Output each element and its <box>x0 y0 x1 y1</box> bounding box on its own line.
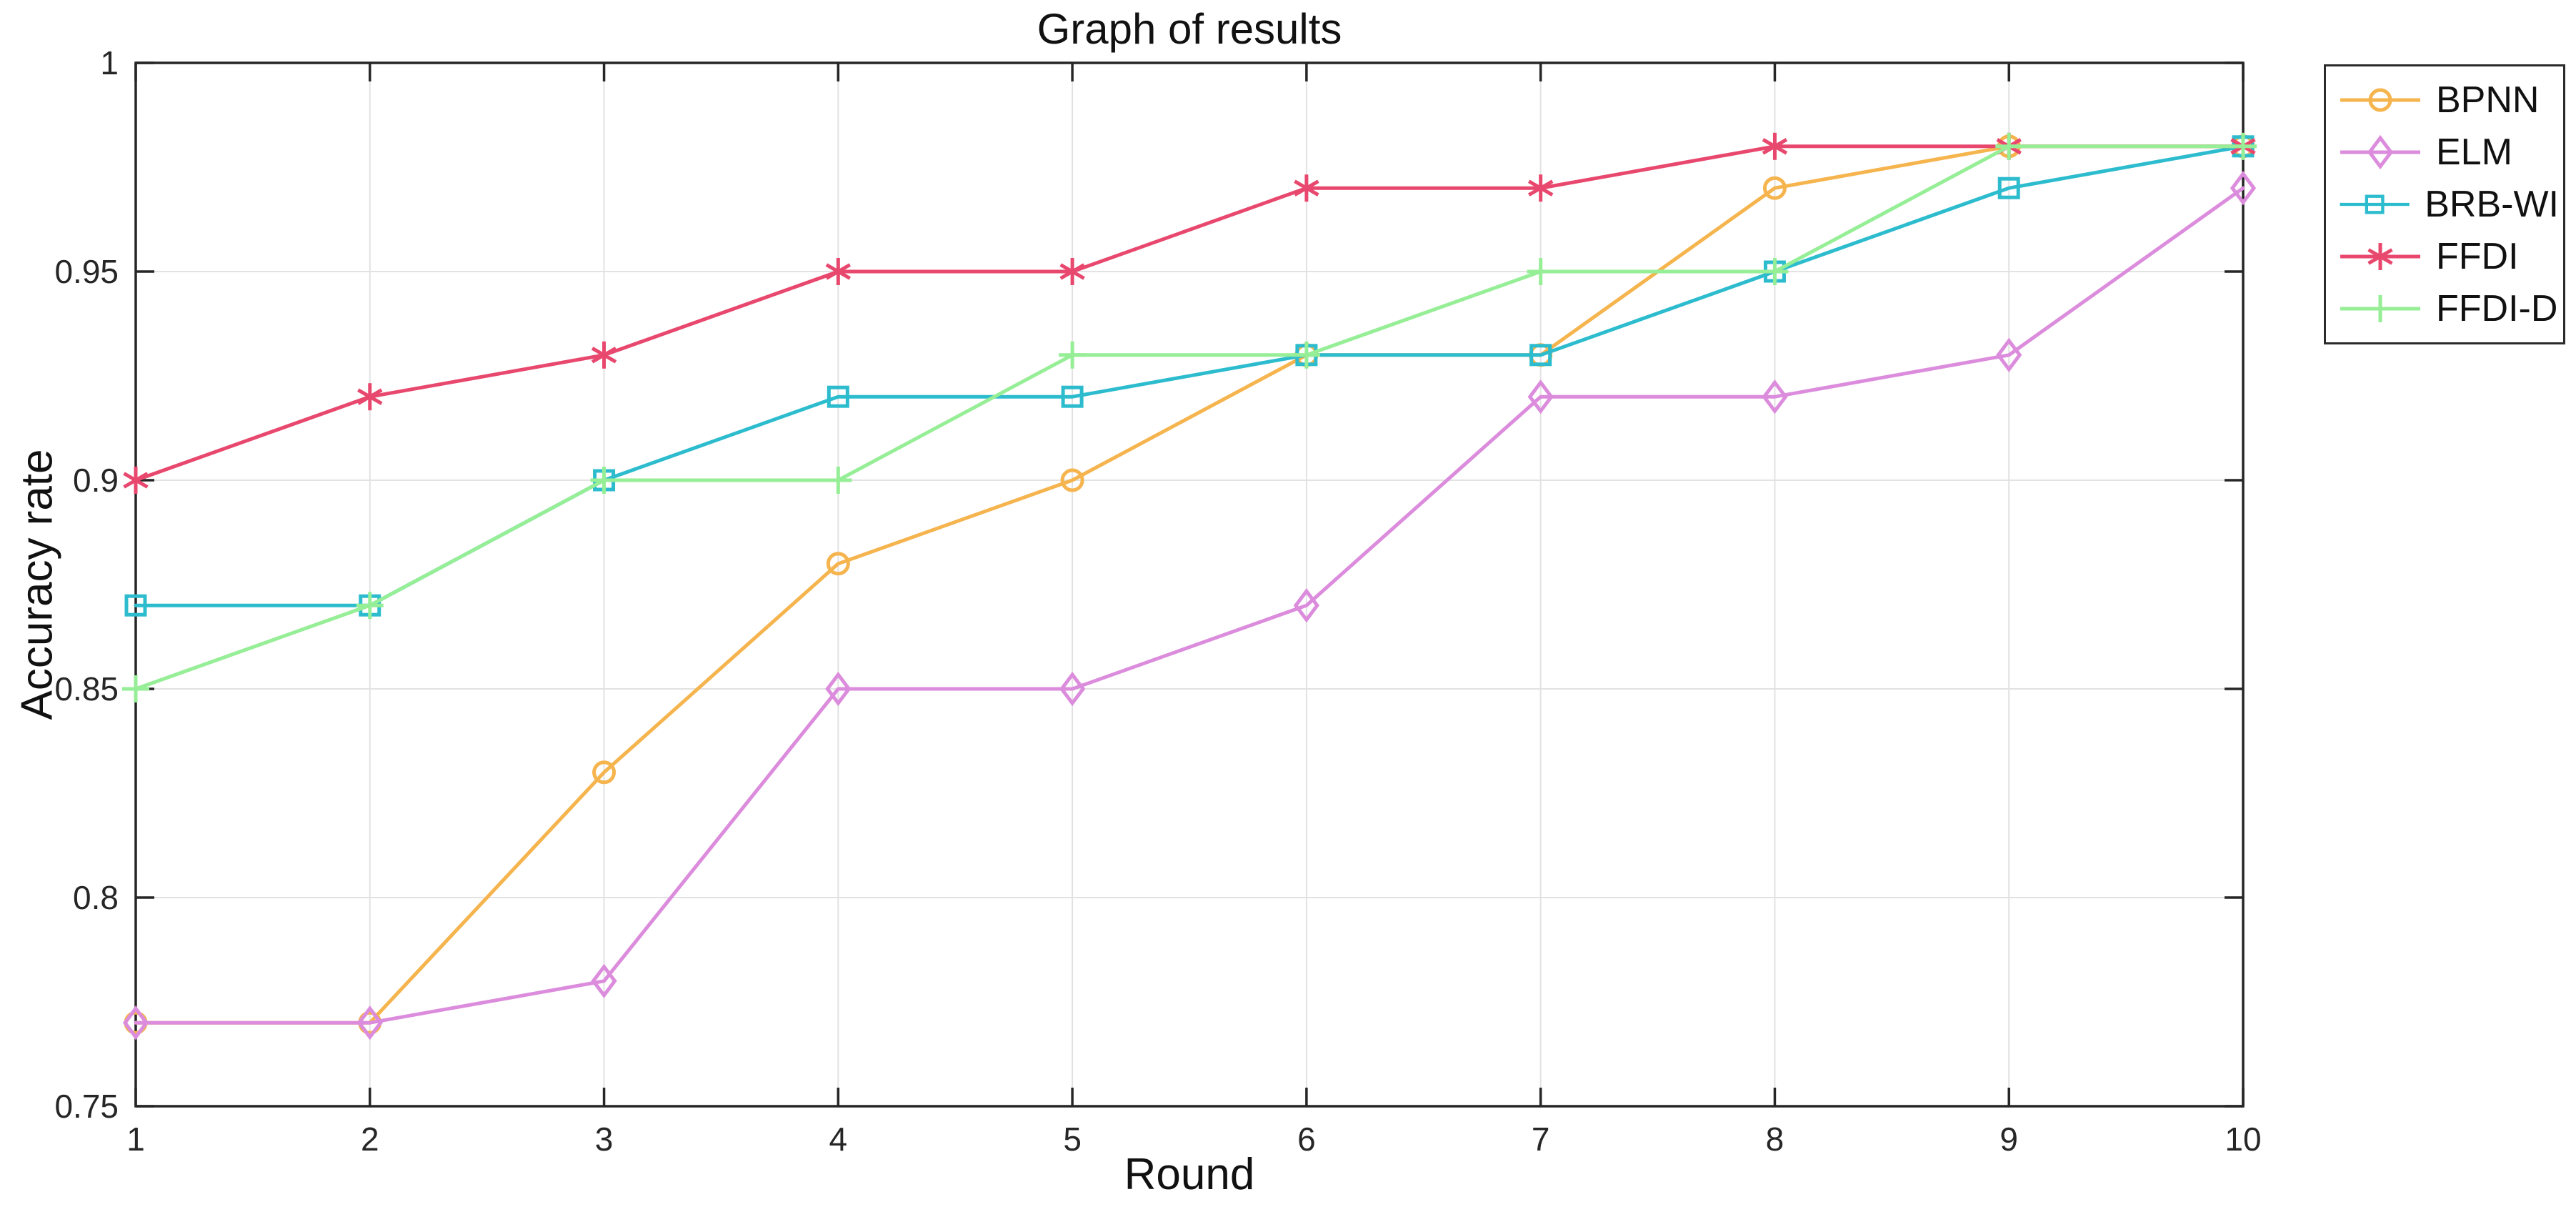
marker-square <box>1997 177 2020 199</box>
marker-square <box>1061 385 1084 408</box>
marker-plus <box>122 675 149 702</box>
legend-label: FFDI-D <box>2436 288 2558 330</box>
marker-asterisk <box>1294 174 1319 202</box>
marker-plus <box>356 592 384 620</box>
y-axis-label: Accuracy rate <box>12 449 62 720</box>
marker-circle <box>2368 88 2392 112</box>
series-line-BRB-WI <box>134 144 2245 607</box>
x-tick-label: 4 <box>829 1121 848 1158</box>
legend-swatch-diamond-icon <box>2340 134 2420 169</box>
series-line-FFDI <box>134 144 2245 482</box>
legend-swatch-plus-icon <box>2340 295 2420 323</box>
marker-plus <box>824 467 852 494</box>
y-tick-label: 0.8 <box>73 879 119 916</box>
marker-diamond <box>2367 134 2394 169</box>
marker-diamond <box>591 963 617 998</box>
marker-plus <box>2367 295 2394 323</box>
marker-diamond <box>825 671 852 707</box>
marker-asterisk <box>2367 243 2393 271</box>
legend-item-FFDI-D: FFDI-D <box>2337 287 2559 330</box>
legend-swatch-asterisk-icon <box>2340 243 2420 271</box>
x-tick-label: 7 <box>1532 1121 1550 1158</box>
marker-circle <box>1762 176 1787 200</box>
marker-diamond <box>1059 671 1086 707</box>
y-tick-label: 0.95 <box>54 253 119 290</box>
legend-swatch-circle-icon <box>2340 88 2420 112</box>
legend-label: FFDI <box>2436 236 2519 278</box>
marker-square <box>1529 344 1552 367</box>
x-tick-label: 9 <box>2000 1121 2018 1158</box>
legend-item-FFDI: FFDI <box>2337 235 2559 278</box>
marker-asterisk <box>1527 174 1554 202</box>
x-tick-label: 3 <box>595 1121 614 1158</box>
marker-diamond <box>2230 171 2257 206</box>
legend-label: ELM <box>2436 131 2512 173</box>
marker-plus <box>1527 258 1554 285</box>
y-tick-label: 0.85 <box>54 670 119 707</box>
legend-item-BRB-WI: BRB-WI <box>2337 183 2559 226</box>
y-tick-label: 0.75 <box>54 1088 119 1125</box>
marker-asterisk <box>591 341 617 369</box>
marker-diamond <box>122 1005 149 1040</box>
marker-diamond <box>1293 588 1320 623</box>
marker-asterisk <box>1059 258 1085 285</box>
series-line-ELM <box>134 186 2245 1025</box>
x-tick-label: 10 <box>2225 1121 2261 1158</box>
marker-square <box>827 385 849 408</box>
series-line-BPNN <box>134 144 2245 1025</box>
marker-plus <box>1059 341 1087 369</box>
marker-circle <box>1060 468 1084 492</box>
marker-plus <box>1995 132 2023 160</box>
legend-swatch-square-icon <box>2340 194 2410 214</box>
marker-plus <box>1292 341 1320 369</box>
legend-item-ELM: ELM <box>2337 131 2559 174</box>
marker-plus <box>1761 258 1789 285</box>
x-tick-label: 8 <box>1766 1121 1784 1158</box>
y-tick-label: 0.9 <box>73 462 119 499</box>
marker-circle <box>826 552 850 576</box>
marker-square <box>124 594 147 617</box>
y-tick-label: 1 <box>100 44 119 81</box>
marker-asterisk <box>357 383 383 411</box>
axes-box <box>134 61 2245 1108</box>
marker-asterisk <box>825 258 852 285</box>
marker-plus <box>2230 132 2257 160</box>
series-line-FFDI-D <box>134 144 2245 691</box>
marker-asterisk <box>1762 132 1788 160</box>
x-tick-label: 5 <box>1063 1121 1082 1158</box>
x-tick-label: 1 <box>126 1121 145 1158</box>
chart-title: Graph of results <box>1037 5 1342 53</box>
marker-plus <box>590 467 618 494</box>
legend-item-BPNN: BPNN <box>2337 79 2559 121</box>
x-tick-label: 2 <box>361 1121 379 1158</box>
marker-square <box>2365 194 2385 214</box>
marker-diamond <box>1527 379 1554 414</box>
x-tick-label: 6 <box>1297 1121 1316 1158</box>
marker-diamond <box>1762 379 1788 414</box>
x-axis-label: Round <box>1124 1150 1255 1199</box>
legend: BPNN ELM BRB-WI FFDI FFDI-D <box>2324 64 2565 344</box>
marker-diamond <box>1996 337 2022 372</box>
legend-label: BRB-WI <box>2425 183 2559 225</box>
marker-diamond <box>356 1005 383 1040</box>
marker-circle <box>592 760 616 785</box>
legend-label: BPNN <box>2436 79 2540 121</box>
marker-asterisk <box>123 467 149 494</box>
